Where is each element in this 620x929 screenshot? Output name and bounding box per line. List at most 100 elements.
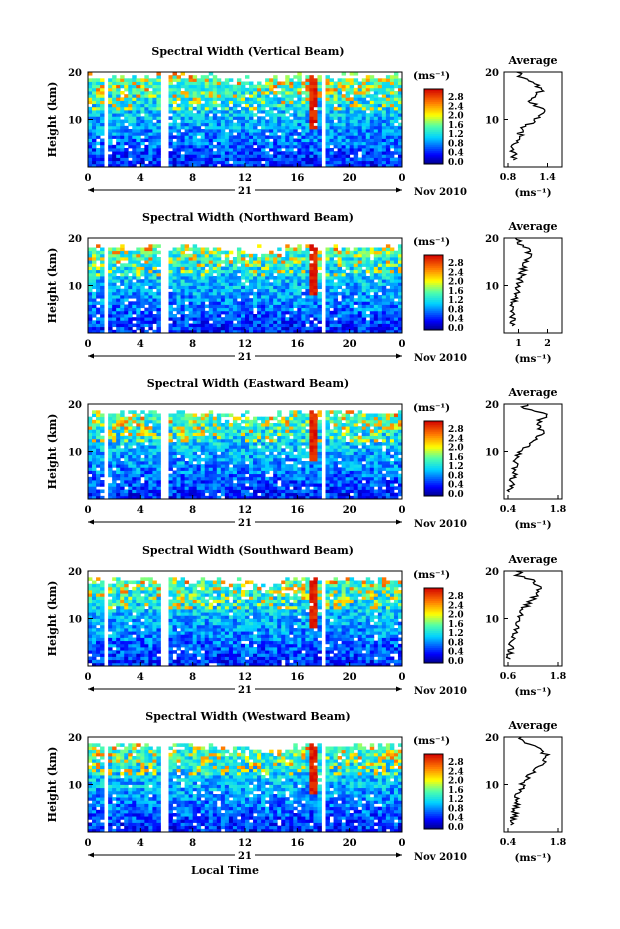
heatmap-cell [172, 72, 177, 76]
heatmap-cell [120, 288, 125, 293]
heatmap-cell [224, 429, 230, 433]
heatmap-cell [92, 138, 97, 143]
heatmap-cell [269, 323, 274, 328]
heatmap-cell [172, 486, 177, 490]
heatmap-cell [168, 100, 173, 105]
heatmap-cell [357, 279, 363, 283]
heatmap-cell [212, 160, 218, 165]
heatmap-cell [224, 323, 230, 328]
heatmap-cell [265, 91, 270, 95]
heatmap-cell [144, 429, 149, 433]
heatmap-cell [188, 78, 194, 82]
panel-title: Spectral Width (Eastward Beam) [147, 377, 349, 390]
heatmap-cell [293, 257, 298, 261]
heatmap-cell [329, 272, 334, 277]
heatmap-cell [184, 461, 190, 465]
heatmap-cell [224, 448, 230, 452]
heatmap-cell [373, 250, 379, 255]
heatmap-cell [341, 148, 347, 152]
heatmap-cell [240, 314, 246, 318]
heatmap-cell [309, 84, 314, 89]
heatmap-cell [297, 288, 302, 293]
heatmap-cell [277, 122, 282, 127]
heatmap-cell [168, 138, 173, 143]
heatmap-cell [249, 476, 254, 481]
heatmap-cell [152, 257, 157, 261]
heatmap-cell [192, 320, 198, 324]
heatmap-cell [180, 298, 186, 302]
heatmap-cell [297, 144, 302, 149]
heatmap-cell [397, 91, 403, 95]
heatmap-cell [128, 81, 133, 86]
heatmap-cell [385, 260, 391, 264]
heatmap-cell [112, 320, 117, 324]
heatmap-cell [369, 97, 375, 101]
heatmap-cell [389, 276, 395, 280]
heatmap-cell [208, 301, 214, 305]
heatmap-cell [180, 486, 186, 490]
heatmap-cell [200, 151, 206, 155]
heatmap-cell [184, 144, 190, 149]
heatmap-cell [369, 141, 375, 146]
heatmap-cell [240, 138, 246, 143]
heatmap-cell [333, 304, 338, 309]
heatmap-cell [112, 116, 117, 120]
heatmap-cell [369, 106, 375, 111]
heatmap-cell [269, 154, 274, 158]
heatmap-cell [216, 480, 222, 484]
heatmap-cell [136, 454, 141, 459]
heatmap-cell [124, 326, 129, 331]
heatmap-cell [273, 125, 278, 130]
heatmap-cell [224, 473, 230, 478]
heatmap-cell [92, 413, 97, 418]
heatmap-cell [96, 489, 101, 494]
heatmap-cell [317, 84, 322, 89]
heatmap-cell [337, 291, 343, 296]
heatmap-cell [112, 91, 117, 95]
heatmap-cell [261, 110, 266, 114]
heatmap-cell [232, 266, 238, 271]
heatmap-cell [192, 269, 198, 274]
heatmap-cell [357, 106, 363, 111]
heatmap-cell [249, 84, 254, 89]
heatmap-cell [88, 135, 93, 139]
heatmap-cell [309, 113, 314, 117]
heatmap-cell [108, 160, 113, 165]
heatmap-cell [236, 295, 242, 299]
heatmap-cell [112, 461, 117, 465]
heatmap-cell [200, 266, 206, 271]
heatmap-cell [397, 310, 403, 315]
heatmap-cell [172, 94, 177, 98]
heatmap-cell [92, 282, 97, 286]
heatmap-cell [144, 288, 149, 293]
heatmap-cell [196, 272, 202, 277]
heatmap-cell [176, 451, 181, 456]
heatmap-cell [136, 129, 141, 133]
heatmap-cell [228, 269, 234, 274]
heatmap-cell [257, 266, 262, 271]
heatmap-cell [180, 141, 186, 146]
heatmap-cell [397, 94, 403, 98]
heatmap-cell [253, 135, 258, 139]
heatmap-cell [180, 253, 186, 258]
heatmap-cell [136, 148, 141, 152]
heatmap-cell [393, 272, 399, 277]
heatmap-cell [204, 113, 210, 117]
heatmap-cell [232, 157, 238, 162]
heatmap-cell [172, 426, 177, 430]
heatmap-cell [92, 269, 97, 274]
heatmap-cell [96, 125, 101, 130]
heatmap-cell [289, 122, 294, 127]
heatmap-cell [377, 163, 383, 168]
heatmap-cell [277, 295, 282, 299]
heatmap-cell [305, 97, 310, 101]
heatmap-cell [345, 282, 351, 286]
heatmap-cell [317, 97, 322, 101]
heatmap-cell [349, 125, 355, 130]
heatmap-cell [228, 250, 234, 255]
heatmap-cell [168, 301, 173, 305]
heatmap-cell [136, 301, 141, 305]
colorbar-swatch [424, 305, 443, 309]
heatmap-cell [144, 298, 149, 302]
heatmap-cell [385, 279, 391, 283]
